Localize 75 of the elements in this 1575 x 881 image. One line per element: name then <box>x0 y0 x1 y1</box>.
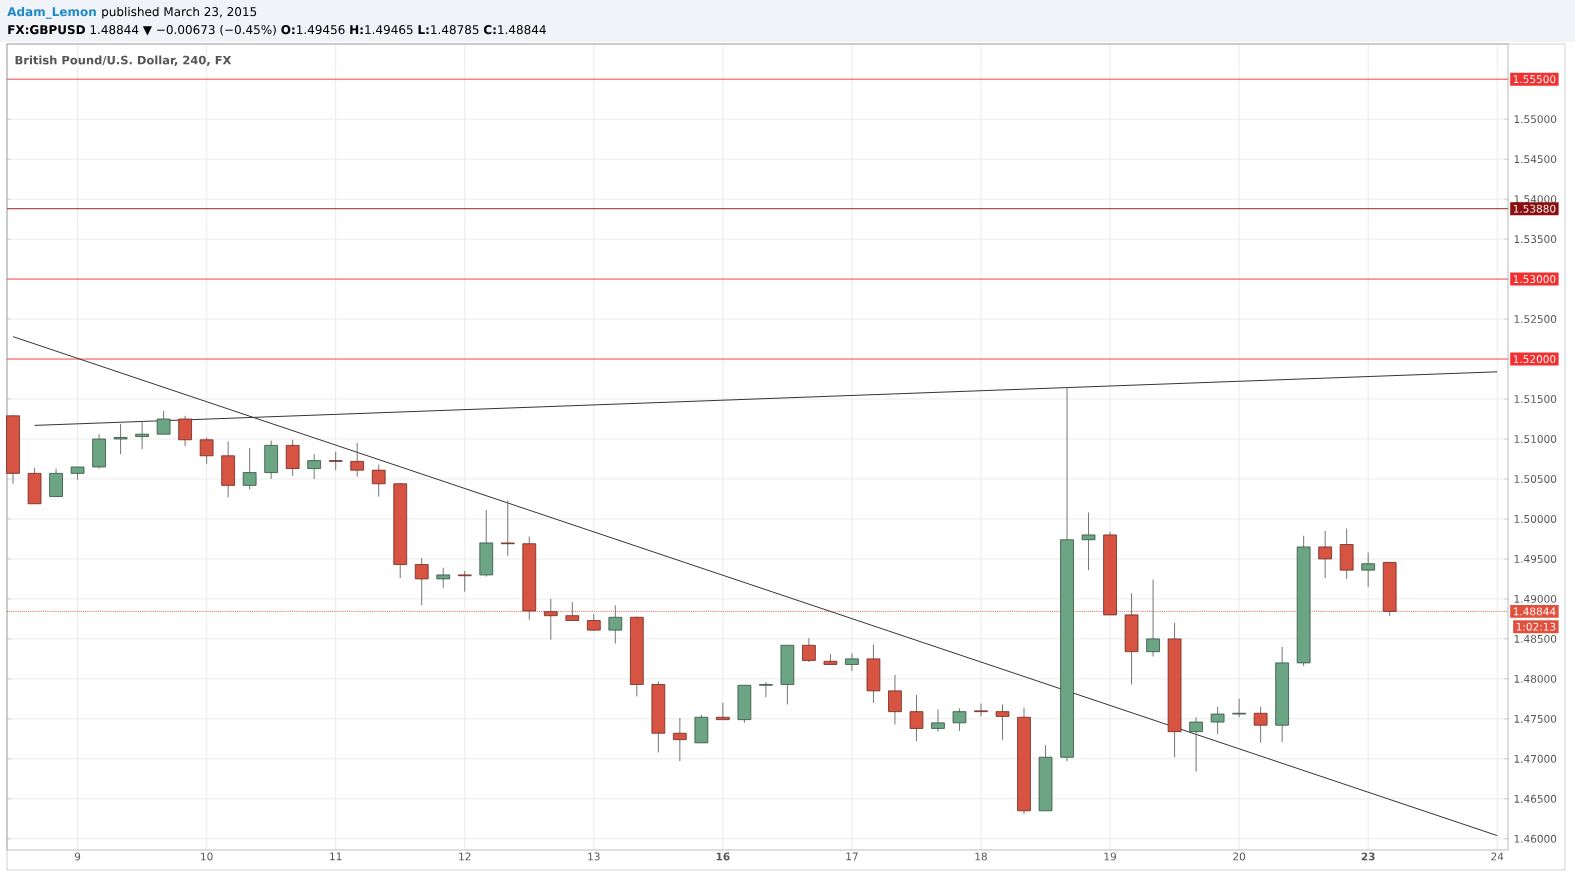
y-tick-label: 1.50000 <box>1514 514 1557 523</box>
candlestick <box>49 468 63 498</box>
y-tick-label: 1.52500 <box>1514 315 1557 324</box>
y-tick-label: 1.49500 <box>1514 554 1557 563</box>
candlestick <box>974 703 988 717</box>
x-tick-label: 13 <box>588 852 600 861</box>
candlestick <box>1189 716 1203 773</box>
y-tick-label: 1.47000 <box>1514 754 1557 763</box>
candlestick <box>845 652 859 672</box>
candlestick <box>608 604 623 645</box>
y-tick-label: 1.48500 <box>1514 634 1557 643</box>
y-tick-label: 1.47500 <box>1514 714 1557 723</box>
x-tick-label: 24 <box>1491 852 1504 861</box>
y-tick-label: 1.54500 <box>1514 155 1557 164</box>
candlestick <box>414 557 429 606</box>
text: Adam_Lemon <box>7 6 96 19</box>
ref-line-label: 1.52000 <box>1513 355 1556 363</box>
y-tick-label: 1.53500 <box>1514 235 1557 244</box>
x-tick-label: 9 <box>74 852 81 861</box>
x-tick-label: 19 <box>1104 852 1116 861</box>
candlestick <box>1318 530 1333 579</box>
y-tick-label: 1.48000 <box>1514 674 1557 683</box>
candlestick <box>307 453 322 480</box>
y-tick-label: 1.55000 <box>1514 115 1557 124</box>
candlestick <box>457 570 472 593</box>
candlestick <box>759 681 773 698</box>
candlestick <box>888 674 902 725</box>
candlestick <box>931 708 945 733</box>
x-tick-label: 17 <box>846 852 858 861</box>
y-tick-label: 1.46000 <box>1514 834 1557 843</box>
candlestick <box>1253 706 1268 744</box>
candlestick <box>952 708 967 732</box>
candlestick <box>113 423 128 455</box>
y-tick-label: 1.46500 <box>1514 794 1557 803</box>
candlestick <box>1232 698 1246 718</box>
candlestick <box>285 439 300 477</box>
ref-line-label: 1.53880 <box>1513 204 1556 213</box>
candlestick <box>995 704 1010 741</box>
candlestick <box>156 410 171 435</box>
text: published March 23, 2015 <box>102 6 257 19</box>
ref-line-label: 1.55500 <box>1513 75 1556 84</box>
candlestick <box>1210 706 1225 735</box>
y-tick-label: 1.49000 <box>1514 594 1557 603</box>
x-tick-label: 23 <box>1361 852 1375 861</box>
x-tick-label: 11 <box>330 852 342 861</box>
y-tick-label: 1.54000 <box>1514 195 1557 204</box>
candlestick <box>135 420 149 450</box>
text: British Pound/U.S. Dollar, 240, FX <box>15 55 232 66</box>
candlestick <box>1146 579 1160 657</box>
candlestick <box>909 694 924 742</box>
candlestick <box>716 702 730 721</box>
y-tick-label: 1.50500 <box>1514 475 1557 483</box>
x-tick-label: 18 <box>975 852 987 861</box>
y-tick-label: 1.51000 <box>1514 435 1557 443</box>
candlestick <box>673 717 687 762</box>
candlestick <box>242 447 257 490</box>
candlestick <box>328 451 343 471</box>
candlestick <box>199 436 214 465</box>
text: FX:GBPUSD 1.48844 ▼ −0.00673 (−0.45%) O:1.49456 H:1.49465 L:1.48785 C:1.48844 <box>8 24 546 36</box>
candlestick <box>1081 512 1096 571</box>
candlestick <box>500 500 515 557</box>
ref-line-label: 1.53000 <box>1513 275 1556 284</box>
x-tick-label: 20 <box>1233 852 1246 861</box>
candlestick <box>371 464 386 498</box>
candlestick <box>178 415 192 447</box>
candlestick <box>1361 552 1376 588</box>
x-tick-label: 16 <box>716 852 730 861</box>
candlestick <box>802 637 816 663</box>
x-tick-label: 10 <box>201 852 213 861</box>
candlestick <box>350 442 365 478</box>
y-tick-label: 1.51500 <box>1514 395 1557 403</box>
ref-line-label: 1.48844 <box>1513 607 1556 616</box>
text: 1:02:13 <box>1516 622 1556 631</box>
candlestick <box>436 567 451 589</box>
x-tick-label: 12 <box>459 852 471 861</box>
